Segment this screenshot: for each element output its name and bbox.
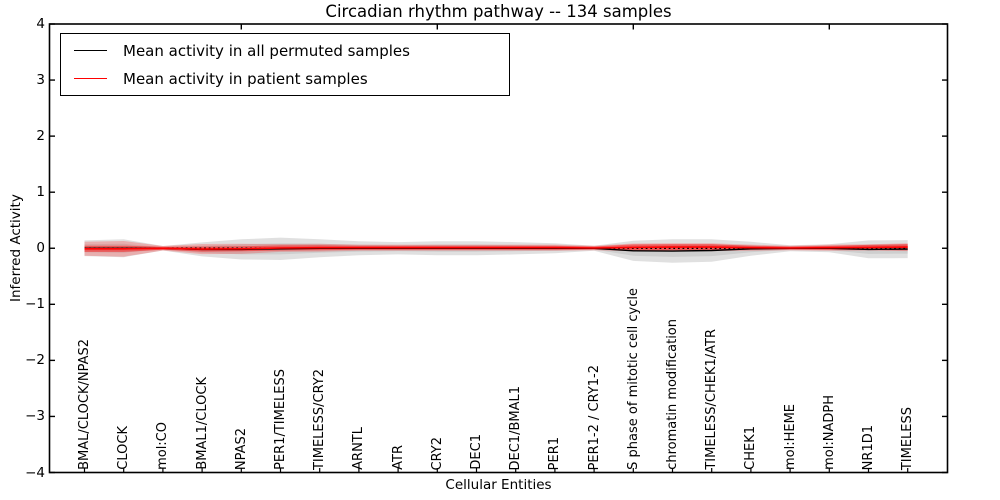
x-tick-label: mol:NADPH xyxy=(821,395,837,470)
x-tick-label: BMAL1/CLOCK xyxy=(194,377,210,470)
x-tick-label: BMAL/CLOCK/NPAS2 xyxy=(77,339,92,470)
legend-label-permuted: Mean activity in all permuted samples xyxy=(123,41,410,60)
patient-mean-line xyxy=(84,246,908,250)
chart-title: Circadian rhythm pathway -- 134 samples xyxy=(325,2,672,21)
x-tick-label: PER1-2 / CRY1-2 xyxy=(586,364,602,470)
x-tick-label: NPAS2 xyxy=(233,427,249,470)
x-tick-label: mol:HEME xyxy=(782,403,798,470)
x-tick-label: ATR xyxy=(390,445,406,470)
x-tick-label: DEC1/BMAL1 xyxy=(508,385,524,471)
x-tick-label: ARNTL xyxy=(351,427,367,470)
x-tick-label: DEC1 xyxy=(469,434,484,470)
legend-swatch-permuted xyxy=(61,50,119,51)
y-tick-label: 3 xyxy=(36,72,45,89)
y-tick-label: 1 xyxy=(36,184,45,201)
y-tick-label: −2 xyxy=(25,352,45,369)
y-tick-label: 0 xyxy=(36,240,45,257)
x-tick-label: TIMELESS xyxy=(900,406,916,470)
x-tick-label: CLOCK xyxy=(116,426,132,470)
x-tick-label: NR1D1 xyxy=(861,424,876,470)
x-axis-label: Cellular Entities xyxy=(445,477,552,493)
x-tick-label: PER1 xyxy=(547,436,563,470)
legend-label-patient: Mean activity in patient samples xyxy=(123,69,368,88)
y-tick-label: −4 xyxy=(25,464,45,481)
band-permuted-spread-outer xyxy=(84,237,908,263)
legend-entry-permuted: Mean activity in all permuted samples xyxy=(61,40,509,62)
x-tick-label: chromatin modification xyxy=(665,319,680,470)
x-tick-label: CRY2 xyxy=(429,436,445,471)
y-tick-label: −3 xyxy=(25,408,45,425)
x-tick-label: mol:CO xyxy=(155,422,171,470)
x-tick-label: CHEK1 xyxy=(743,426,759,470)
legend-entry-patient: Mean activity in patient samples xyxy=(61,68,509,90)
x-tick-label: TIMELESS/CHEK1/ATR xyxy=(704,329,720,470)
x-tick-label: TIMELESS/CRY2 xyxy=(312,368,328,470)
y-tick-label: 4 xyxy=(36,16,45,32)
x-tick-label: PER1/TIMELESS xyxy=(273,369,288,470)
legend-box: Mean activity in all permuted samples Me… xyxy=(60,33,510,96)
x-tick-label: S phase of mitotic cell cycle xyxy=(625,288,641,470)
y-tick-label: 2 xyxy=(36,128,45,145)
y-tick-label: −1 xyxy=(25,296,45,313)
legend-swatch-patient xyxy=(61,78,119,79)
black-line-icon xyxy=(73,50,107,51)
red-line-icon xyxy=(73,78,107,79)
